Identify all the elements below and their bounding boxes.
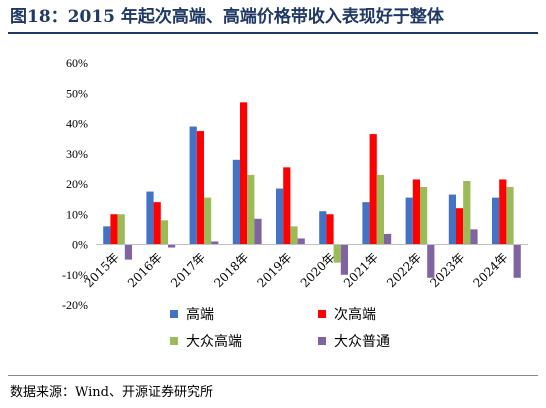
y-axis-ticks: -20% -10% 0% 10% 20% 30% 40% 50% 60% [62,56,88,312]
bar-3-7 [376,174,384,245]
y-tick-label: -20% [62,298,88,312]
bar-1-6 [319,211,327,245]
x-tick-label: 2022年 [384,250,424,290]
bar-2-10 [499,179,507,245]
legend-label: 大众高端 [186,333,242,350]
y-tick-label: -10% [62,268,88,282]
legend-swatch [318,310,326,318]
bar-1-9 [448,194,456,245]
bar-3-4 [247,174,255,245]
bar-3-6 [333,244,341,263]
bar-4-1 [124,244,132,260]
y-tick-label: 20% [66,177,88,191]
bar-4-8 [427,244,435,278]
bar-2-1 [110,214,118,245]
x-tick-label: 2018年 [211,250,251,290]
legend-label: 大众普通 [334,334,390,350]
bar-4-4 [254,218,262,245]
source-divider [8,375,538,376]
bar-4-5 [297,238,305,245]
bar-1-5 [276,188,284,245]
bar-1-7 [362,202,370,245]
bar-2-6 [326,214,334,245]
source-note: 数据来源：Wind、开源证券研究所 [10,385,213,400]
bar-1-10 [492,197,500,245]
legend-label: 高端 [186,306,214,323]
bar-1-8 [405,197,413,245]
x-tick-label: 2024年 [471,250,511,290]
bar-3-10 [506,187,514,245]
bar-1-3 [189,126,197,245]
bar-3-8 [420,187,428,245]
x-tick-label: 2020年 [298,250,338,290]
bar-marks [103,102,521,278]
bar-3-5 [290,226,298,245]
bar-2-9 [456,208,464,245]
bar-4-9 [470,229,478,245]
y-tick-label: 30% [66,147,88,161]
bar-1-2 [146,191,154,245]
bar-3-2 [160,220,168,245]
chart-title: 图18：2015 年起次高端、高端价格带收入表现好于整体 [10,7,444,27]
x-tick-label: 2017年 [168,250,208,290]
legend-swatch [318,337,326,345]
y-tick-label: 40% [66,117,88,131]
bar-2-2 [153,202,161,245]
bar-2-4 [240,102,248,245]
bar-4-3 [211,241,219,245]
y-tick-label: 60% [66,56,88,70]
y-tick-label: 50% [66,86,88,100]
bar-1-1 [103,226,111,245]
bar-2-8 [412,179,420,245]
bar-4-2 [168,244,176,248]
y-tick-label: 10% [66,207,88,221]
bar-4-7 [384,233,392,245]
bar-1-4 [232,159,240,245]
x-tick-label: 2019年 [255,250,295,290]
bar-3-1 [117,214,125,245]
title-divider [8,32,538,34]
y-tick-label: 0% [72,238,88,252]
bar-3-9 [463,180,471,245]
bar-4-6 [340,244,348,275]
legend-label: 次高端 [334,306,376,323]
bar-2-3 [196,131,204,245]
legend-swatch [170,310,178,318]
bar-3-3 [204,197,212,245]
legend-swatch [170,337,178,345]
x-axis-ticks: 2015年 2016年 2017年 2018年 2019年 2020年 2021年 2022年… [82,250,511,290]
bar-2-5 [283,167,291,245]
bar-4-10 [513,244,521,278]
bar-2-7 [369,134,377,245]
